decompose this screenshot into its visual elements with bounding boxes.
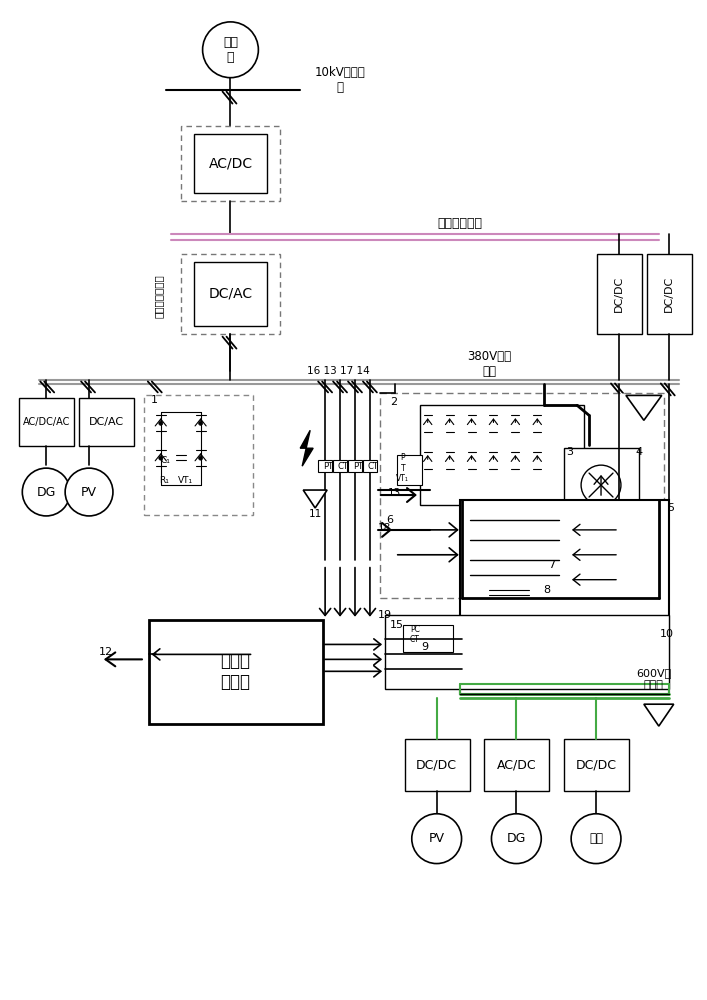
Polygon shape (644, 704, 674, 726)
Text: DC/DC: DC/DC (614, 276, 624, 312)
Text: C₁: C₁ (160, 456, 170, 465)
Text: DC/DC: DC/DC (416, 758, 457, 771)
Text: 中央监
控单元: 中央监 控单元 (221, 652, 250, 691)
Text: DC/AC: DC/AC (88, 417, 124, 427)
Bar (403, 625, 452, 652)
Text: 600V直
流母线: 600V直 流母线 (636, 668, 672, 690)
Polygon shape (300, 430, 313, 466)
Text: 高压直流母线: 高压直流母线 (437, 217, 482, 230)
Text: DC/DC: DC/DC (575, 758, 617, 771)
Text: 12: 12 (99, 647, 113, 657)
Bar (564, 739, 629, 791)
Circle shape (411, 814, 462, 864)
Circle shape (199, 456, 203, 460)
Bar (564, 448, 639, 523)
Circle shape (65, 468, 113, 516)
Text: AC/DC: AC/DC (496, 758, 536, 771)
Circle shape (199, 421, 203, 425)
Circle shape (571, 814, 621, 864)
Text: 9: 9 (421, 642, 428, 652)
Text: VT₁: VT₁ (397, 474, 409, 483)
Bar (420, 405, 584, 505)
Text: 6: 6 (386, 515, 393, 525)
Bar (647, 254, 691, 334)
Bar (363, 460, 377, 472)
Text: 4: 4 (636, 447, 643, 457)
Bar (460, 500, 669, 694)
Text: DG: DG (507, 832, 526, 845)
Text: PC
CT: PC CT (410, 625, 420, 644)
Text: AC/DC: AC/DC (209, 156, 252, 170)
Text: P
T: P T (400, 453, 405, 473)
Text: DC/AC: DC/AC (209, 287, 252, 301)
Circle shape (581, 465, 621, 505)
Bar (79, 398, 134, 446)
Text: VT₁: VT₁ (178, 476, 193, 485)
Text: 1: 1 (151, 395, 158, 405)
Text: 5: 5 (667, 503, 674, 513)
Text: 储能: 储能 (589, 832, 603, 845)
Bar (385, 615, 669, 689)
Bar (484, 739, 549, 791)
Text: PT: PT (353, 462, 363, 471)
Text: 配电
网: 配电 网 (223, 36, 238, 64)
Text: 8: 8 (544, 585, 551, 595)
Bar (318, 460, 332, 472)
Text: PV: PV (81, 486, 97, 499)
Text: AC/DC/AC: AC/DC/AC (23, 417, 70, 427)
Text: DG: DG (37, 486, 56, 499)
Text: 7: 7 (548, 560, 555, 570)
Circle shape (159, 421, 163, 425)
Text: 10kV交流母
线: 10kV交流母 线 (315, 66, 366, 94)
Text: 380V交流
母线: 380V交流 母线 (467, 350, 512, 378)
Text: 13: 13 (388, 488, 402, 498)
Text: 电力电子变压器: 电力电子变压器 (153, 274, 164, 318)
Text: PV: PV (428, 832, 445, 845)
Bar (333, 460, 347, 472)
Circle shape (159, 456, 163, 460)
Bar (148, 620, 323, 724)
Circle shape (203, 22, 258, 78)
Text: 18: 18 (378, 523, 392, 533)
Text: 19: 19 (378, 610, 392, 620)
Bar (597, 254, 642, 334)
Bar (397, 455, 422, 485)
Text: 16 13 17 14: 16 13 17 14 (307, 366, 370, 376)
Bar (194, 262, 267, 326)
Bar (181, 126, 280, 201)
Bar (19, 398, 74, 446)
Bar (194, 134, 267, 193)
Text: CT: CT (368, 462, 378, 471)
Text: PT: PT (323, 462, 333, 471)
Polygon shape (303, 490, 327, 508)
Circle shape (23, 468, 70, 516)
Bar (181, 254, 280, 334)
Text: 10: 10 (660, 629, 674, 639)
Text: 2: 2 (390, 397, 397, 407)
Text: 11: 11 (308, 509, 322, 519)
Text: DC/DC: DC/DC (664, 276, 674, 312)
Bar (144, 395, 253, 515)
Polygon shape (626, 395, 662, 420)
Text: CT: CT (338, 462, 349, 471)
Circle shape (491, 814, 542, 864)
Text: R₁: R₁ (159, 476, 169, 485)
Bar (380, 393, 664, 598)
Text: 3: 3 (566, 447, 573, 457)
Bar (405, 739, 469, 791)
Text: 15: 15 (390, 620, 404, 630)
Bar (348, 460, 362, 472)
